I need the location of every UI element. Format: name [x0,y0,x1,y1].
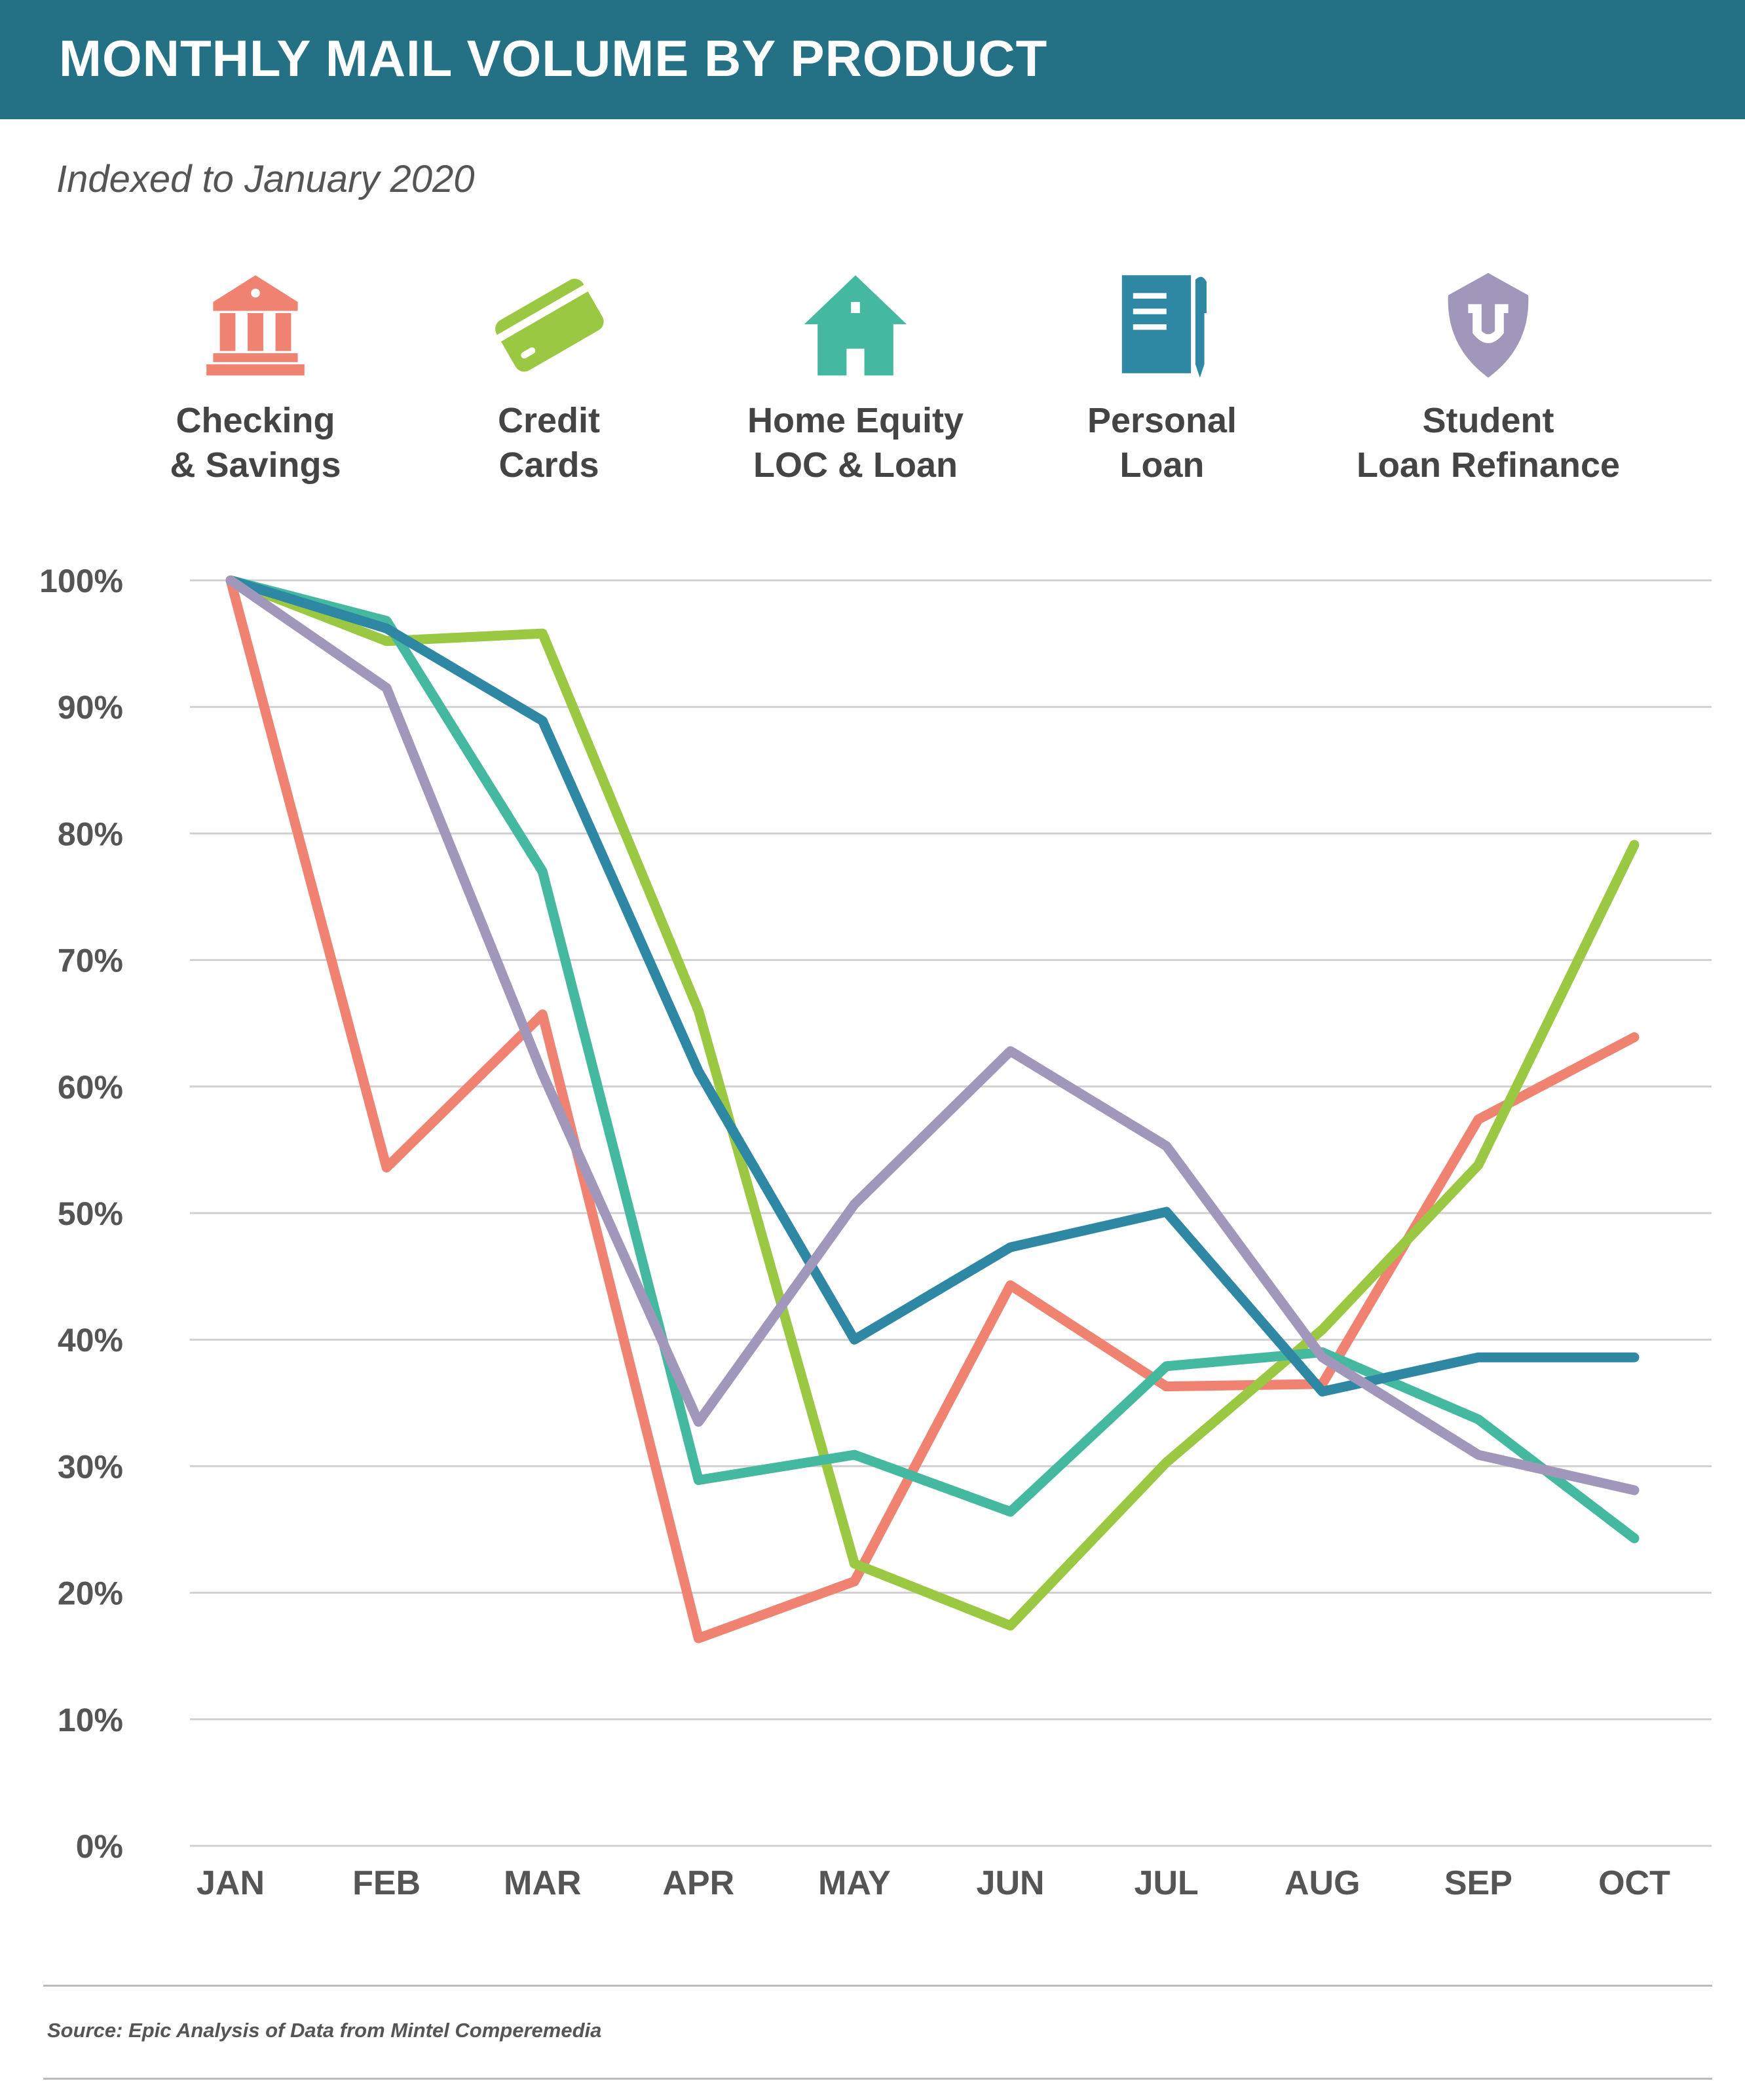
x-tick-label: SEP [1444,1864,1512,1902]
x-tick-label: JUN [977,1864,1045,1902]
y-tick-label: 80% [58,816,123,852]
series-line-3 [225,575,1640,1397]
legend-item-student-loan: Student Loan Refinance [1351,269,1626,487]
y-tick-label: 20% [58,1575,123,1612]
y-tick-label: 60% [58,1069,123,1106]
line-chart: 0% 10% 20% 30% 40% 50% 60% 70% 80% 90% 100% JAN FEB M… [39,563,1712,1902]
series-line-4 [225,575,1640,1495]
y-tick-label: 100% [39,563,123,599]
legend-label: Personal Loan [1087,401,1237,485]
y-tick-label: 70% [58,943,123,979]
bank-icon [206,275,305,376]
legend-label: Checking & Savings [170,401,341,485]
house-icon [804,275,907,376]
y-tick-label: 40% [58,1322,123,1359]
credit-card-icon [495,278,604,372]
notebook-pen-icon [1121,275,1207,378]
divider [43,1985,1712,1987]
legend-label: Student Loan Refinance [1356,401,1621,485]
legend-label: Home Equity LOC & Loan [747,401,964,485]
legend-label: Credit Cards [497,401,600,485]
y-tick-label: 10% [58,1702,123,1738]
y-tick-label: 30% [58,1448,123,1485]
x-tick-label: FEB [352,1864,421,1902]
y-tick-label: 90% [58,689,123,726]
legend-item-credit: Credit Cards [411,269,686,487]
x-tick-label: MAY [818,1864,891,1902]
legend-item-home-equity: Home Equity LOC & Loan [718,269,993,487]
divider [43,2078,1712,2080]
x-tick-label: JAN [197,1864,265,1902]
title-bar: MONTHLY MAIL VOLUME BY PRODUCT [0,0,1745,119]
legend-item-personal-loan: Personal Loan [1024,269,1300,487]
series-line-1 [225,575,1640,1631]
series-line-2 [225,575,1640,1544]
y-tick-label: 50% [58,1195,123,1232]
x-tick-label: JUL [1135,1864,1199,1902]
legend: Checking & Savings Credit Cards Home Equ… [0,269,1745,491]
legend-item-checking: Checking & Savings [118,269,393,487]
chart-subtitle: Indexed to January 2020 [56,158,475,200]
y-tick-label: 0% [76,1828,123,1865]
x-tick-label: MAR [504,1864,581,1902]
shield-u-icon [1448,272,1529,378]
source-note: Source: Epic Analysis of Data from Minte… [47,2019,602,2042]
x-tick-label: OCT [1598,1864,1670,1902]
x-tick-label: AUG [1285,1864,1360,1902]
x-tick-label: APR [662,1864,734,1902]
chart-title: MONTHLY MAIL VOLUME BY PRODUCT [59,29,1048,87]
